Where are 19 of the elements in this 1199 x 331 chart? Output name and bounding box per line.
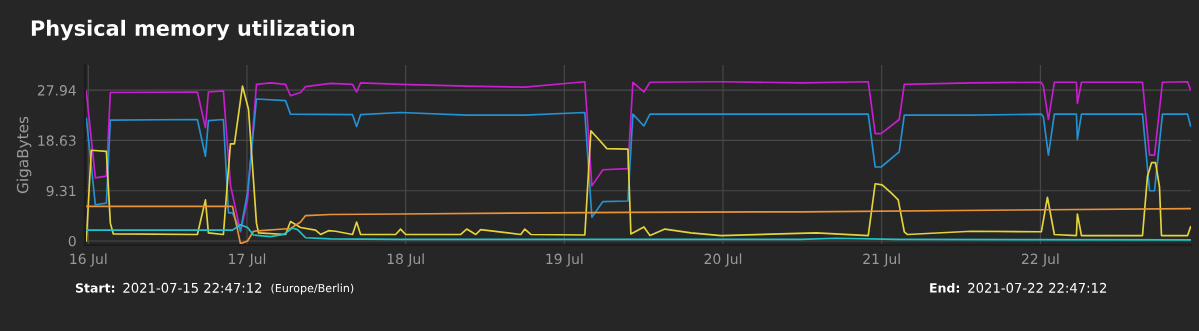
y-axis-title: GigaBytes (16, 116, 32, 194)
text: (Europe/Berlin) (271, 283, 354, 295)
y-tick-label: 27.94 (37, 85, 76, 96)
y-tick-label: 9.31 (46, 185, 76, 197)
y-tick-label: 0 (68, 235, 76, 247)
x-tick-label: 19 Jul (546, 253, 583, 267)
x-tick-label: 22 Jul (1021, 253, 1059, 267)
line-series (85, 223, 1191, 241)
x-tick-label: 20 Jul (704, 253, 742, 267)
text: 2021-07-22 22:47:12 (968, 282, 1107, 293)
text: 2021-07-15 22:47:12 (123, 282, 262, 293)
text: End: (930, 282, 959, 293)
x-tick-label: 16 Jul (70, 253, 107, 267)
y-tick-label: 18.63 (38, 135, 76, 146)
x-tick-label: 21 Jul (863, 253, 900, 267)
x-tick-label: 18 Jul (387, 253, 424, 267)
text: Start: (75, 283, 115, 293)
x-tick-label: 17 Jul (229, 253, 266, 267)
chart-title: Physical memory utilization (31, 19, 354, 41)
